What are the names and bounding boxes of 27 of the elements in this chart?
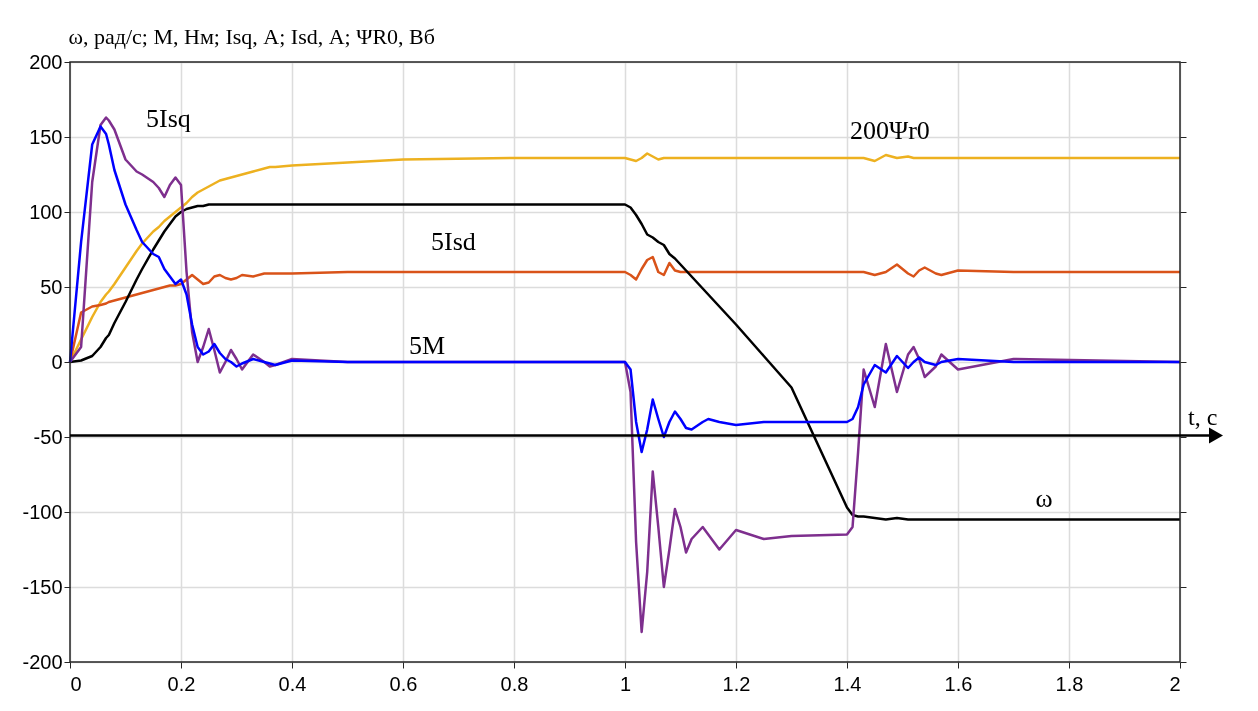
x-tick-label: 0.8 (500, 672, 529, 695)
x-tick-label: 1.2 (722, 672, 751, 695)
ref-line-label: t, c (1188, 403, 1218, 430)
y-tick-label: -150 (22, 575, 63, 598)
y-tick-label: -100 (22, 500, 63, 523)
annotation: 200Ψr0 (850, 116, 930, 145)
y-tick-label: -200 (22, 650, 63, 673)
y-tick-label: 50 (40, 275, 63, 298)
x-tick-label: 0 (70, 672, 82, 695)
y-tick-label: 0 (51, 350, 63, 373)
y-tick-label: -50 (33, 425, 63, 448)
x-tick-label: 1.6 (944, 672, 973, 695)
y-tick-label: 200 (29, 50, 63, 73)
x-tick-label: 1.4 (833, 672, 862, 695)
annotation: 5Isd (431, 227, 476, 256)
x-tick-label: 0.4 (278, 672, 307, 695)
y-tick-label: 100 (29, 200, 63, 223)
y-tick-label: 150 (29, 125, 63, 148)
annotation: 5Isq (146, 103, 191, 133)
annotation: ω (1035, 483, 1053, 513)
annotation: 5M (409, 331, 446, 360)
x-tick-label: 0.6 (389, 672, 418, 695)
x-tick-label: 0.2 (167, 672, 196, 695)
x-tick-label: 1.8 (1055, 672, 1084, 695)
y-axis-title: ω, рад/с; M, Нм; Isq, А; Isd, А; ΨR0, Вб (68, 23, 435, 49)
x-tick-label: 2 (1169, 672, 1181, 695)
x-tick-label: 1 (619, 672, 632, 695)
